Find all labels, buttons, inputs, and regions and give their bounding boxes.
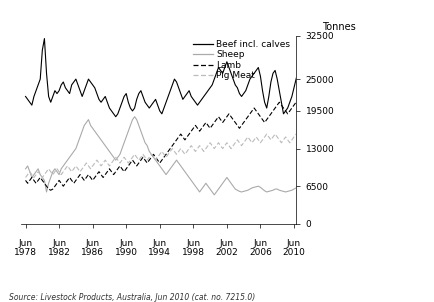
Lamb bbox=[108, 170, 114, 174]
Beef incl. calves bbox=[249, 74, 254, 78]
Text: Jun: Jun bbox=[186, 239, 200, 248]
Text: Jun: Jun bbox=[19, 239, 33, 248]
Lamb bbox=[59, 182, 64, 185]
Sheep bbox=[23, 167, 28, 171]
Lamb bbox=[245, 115, 250, 118]
Legend: Beef incl. calves, Sheep, Lamb, Pig Meat: Beef incl. calves, Sheep, Lamb, Pig Meat bbox=[191, 38, 291, 82]
Lamb bbox=[23, 178, 28, 182]
Sheep bbox=[132, 115, 137, 118]
Text: Jun: Jun bbox=[52, 239, 66, 248]
Beef incl. calves bbox=[297, 60, 302, 63]
Sheep bbox=[297, 185, 302, 188]
Text: 1978: 1978 bbox=[14, 248, 37, 257]
Beef incl. calves bbox=[42, 37, 47, 40]
Line: Sheep: Sheep bbox=[26, 117, 299, 195]
Beef incl. calves bbox=[119, 101, 125, 104]
Pig Meat bbox=[23, 176, 28, 179]
Sheep bbox=[249, 186, 254, 190]
Beef incl. calves bbox=[108, 109, 114, 113]
Pig Meat bbox=[115, 158, 120, 162]
Line: Pig Meat: Pig Meat bbox=[26, 134, 299, 178]
Text: 1986: 1986 bbox=[81, 248, 104, 257]
Text: Jun: Jun bbox=[253, 239, 267, 248]
Sheep bbox=[247, 187, 252, 191]
Lamb bbox=[48, 188, 53, 192]
Pig Meat bbox=[107, 164, 112, 168]
Sheep bbox=[211, 193, 217, 197]
Lamb bbox=[297, 95, 302, 98]
Text: Jun: Jun bbox=[286, 239, 300, 248]
Pig Meat bbox=[46, 167, 51, 171]
Beef incl. calves bbox=[23, 95, 28, 98]
Line: Beef incl. calves: Beef incl. calves bbox=[26, 39, 299, 117]
Lamb bbox=[46, 187, 51, 191]
Text: 2010: 2010 bbox=[282, 248, 305, 257]
Pig Meat bbox=[56, 170, 62, 174]
Text: Jun: Jun bbox=[152, 239, 167, 248]
Text: Jun: Jun bbox=[119, 239, 133, 248]
Text: 2002: 2002 bbox=[215, 248, 238, 257]
Sheep bbox=[46, 182, 51, 185]
Text: 1994: 1994 bbox=[148, 248, 171, 257]
Text: 1982: 1982 bbox=[48, 248, 70, 257]
Lamb bbox=[117, 164, 122, 168]
Text: 1998: 1998 bbox=[181, 248, 204, 257]
Pig Meat bbox=[243, 138, 248, 142]
Text: Jun: Jun bbox=[219, 239, 233, 248]
Pig Meat bbox=[245, 135, 250, 139]
Sheep bbox=[115, 156, 120, 159]
Pig Meat bbox=[297, 138, 302, 142]
Text: Source: Livestock Products, Australia, Jun 2010 (cat. no. 7215.0): Source: Livestock Products, Australia, J… bbox=[9, 294, 254, 302]
Text: 2006: 2006 bbox=[248, 248, 271, 257]
Text: 1990: 1990 bbox=[115, 248, 138, 257]
Beef incl. calves bbox=[113, 115, 118, 118]
Text: Tonnes: Tonnes bbox=[322, 22, 355, 32]
Lamb bbox=[247, 112, 252, 116]
Pig Meat bbox=[263, 132, 269, 136]
Beef incl. calves bbox=[59, 83, 64, 87]
Sheep bbox=[107, 149, 112, 153]
Sheep bbox=[56, 173, 62, 176]
Beef incl. calves bbox=[48, 101, 53, 104]
Line: Lamb: Lamb bbox=[26, 96, 299, 190]
Text: Jun: Jun bbox=[85, 239, 99, 248]
Beef incl. calves bbox=[247, 77, 252, 81]
